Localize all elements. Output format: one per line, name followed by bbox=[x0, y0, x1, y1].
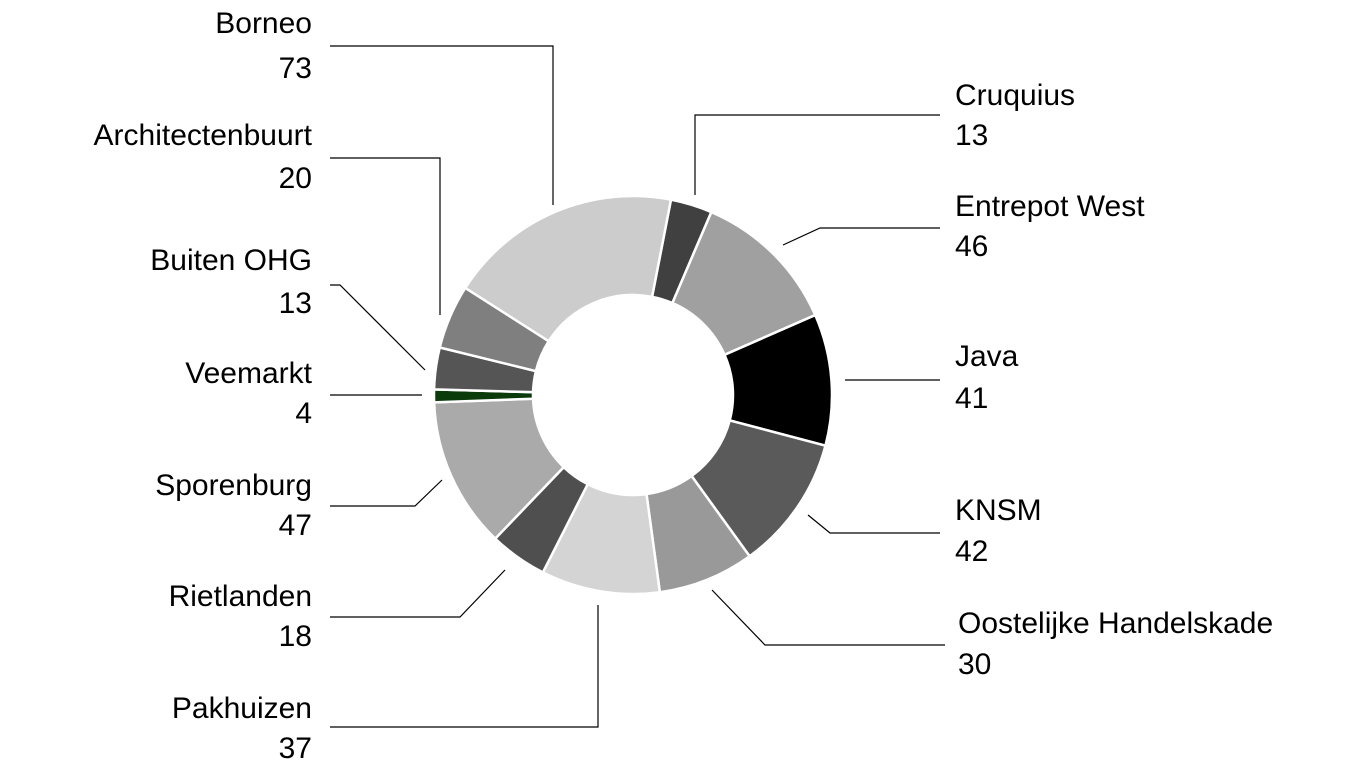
donut-slice bbox=[463, 194, 673, 343]
slice-label: Rietlanden bbox=[169, 580, 312, 613]
slice-label: Buiten OHG bbox=[150, 244, 312, 277]
leader-line bbox=[330, 284, 426, 371]
slice-value: 4 bbox=[295, 397, 312, 430]
slice-label: Cruquius bbox=[955, 79, 1075, 112]
slice-value: 30 bbox=[958, 648, 991, 681]
slice-label: Sporenburg bbox=[155, 469, 312, 502]
leader-line bbox=[330, 569, 506, 618]
slice-value: 46 bbox=[955, 230, 988, 263]
slice-value: 18 bbox=[279, 620, 312, 653]
leader-line bbox=[330, 157, 441, 315]
slice-label: Veemarkt bbox=[185, 357, 312, 390]
slice-value: 47 bbox=[279, 509, 312, 542]
slice-value: 42 bbox=[955, 535, 988, 568]
slice-value: 13 bbox=[279, 287, 312, 320]
leader-line bbox=[711, 589, 945, 646]
slice-label: Borneo bbox=[215, 7, 312, 40]
slice-label: Pakhuizen bbox=[172, 692, 312, 725]
slice-value: 13 bbox=[955, 119, 988, 152]
slice-label: KNSM bbox=[955, 494, 1042, 527]
slice-value: 37 bbox=[279, 732, 312, 765]
slice-label: Architectenbuurt bbox=[94, 119, 313, 152]
leader-line bbox=[807, 514, 940, 534]
leader-line bbox=[782, 227, 940, 246]
slice-value: 41 bbox=[955, 382, 988, 415]
slice-label: Entrepot West bbox=[955, 190, 1145, 223]
leader-line bbox=[694, 114, 940, 195]
slice-value: 20 bbox=[279, 162, 312, 195]
slice-value: 73 bbox=[279, 52, 312, 85]
leader-line bbox=[330, 605, 599, 728]
leader-line bbox=[330, 479, 443, 507]
leader-line bbox=[330, 45, 554, 205]
slice-label: Java bbox=[955, 340, 1019, 373]
slice-label: Oostelijke Handelskade bbox=[958, 607, 1273, 640]
